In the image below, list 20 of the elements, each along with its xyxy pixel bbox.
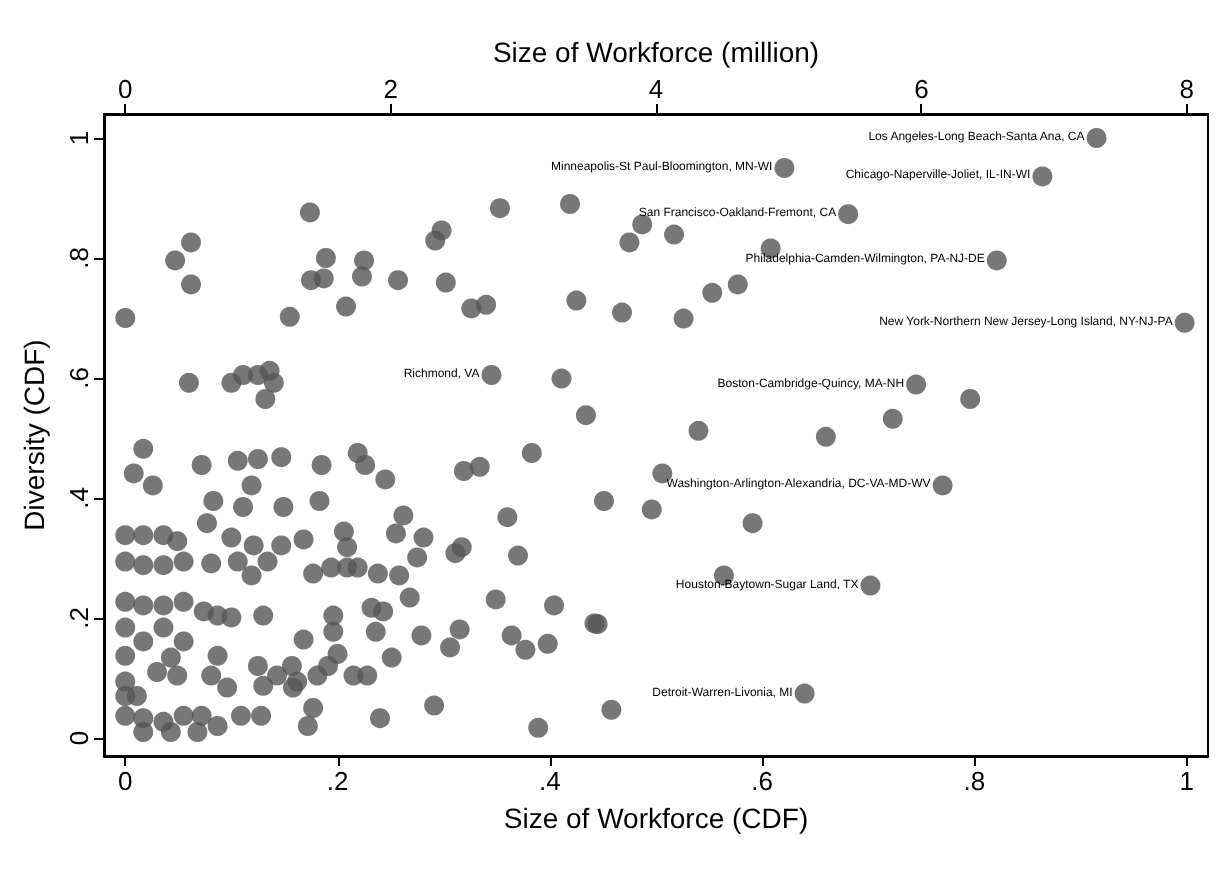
x-tick-label: 1 — [1179, 766, 1194, 796]
y-tick-label: 1 — [64, 130, 94, 146]
x2-tick-label: 4 — [648, 74, 664, 104]
y-axis-title: Diversity (CDF) — [18, 339, 50, 531]
y-tick-label: .2 — [64, 607, 94, 629]
x2-axis-title: Size of Workforce (million) — [492, 36, 820, 69]
y-tick-label: .4 — [64, 487, 94, 509]
x-tick-label: 0 — [118, 766, 133, 796]
x2-tick-label: 8 — [1179, 74, 1194, 104]
y-tick-label: .6 — [64, 367, 94, 389]
x-tick-label: .6 — [751, 766, 773, 796]
x-tick-label: .2 — [326, 766, 349, 796]
y-tick-label: .8 — [64, 247, 94, 269]
y-tick-label: 0 — [64, 730, 94, 746]
x-tick-label: .8 — [963, 766, 986, 796]
x2-tick-label: 0 — [118, 74, 133, 104]
x-axis-title: Size of Workforce (CDF) — [503, 801, 809, 834]
x2-tick-label: 2 — [383, 74, 398, 104]
x2-tick-label: 6 — [914, 74, 929, 104]
x-tick-label: .4 — [539, 766, 561, 796]
